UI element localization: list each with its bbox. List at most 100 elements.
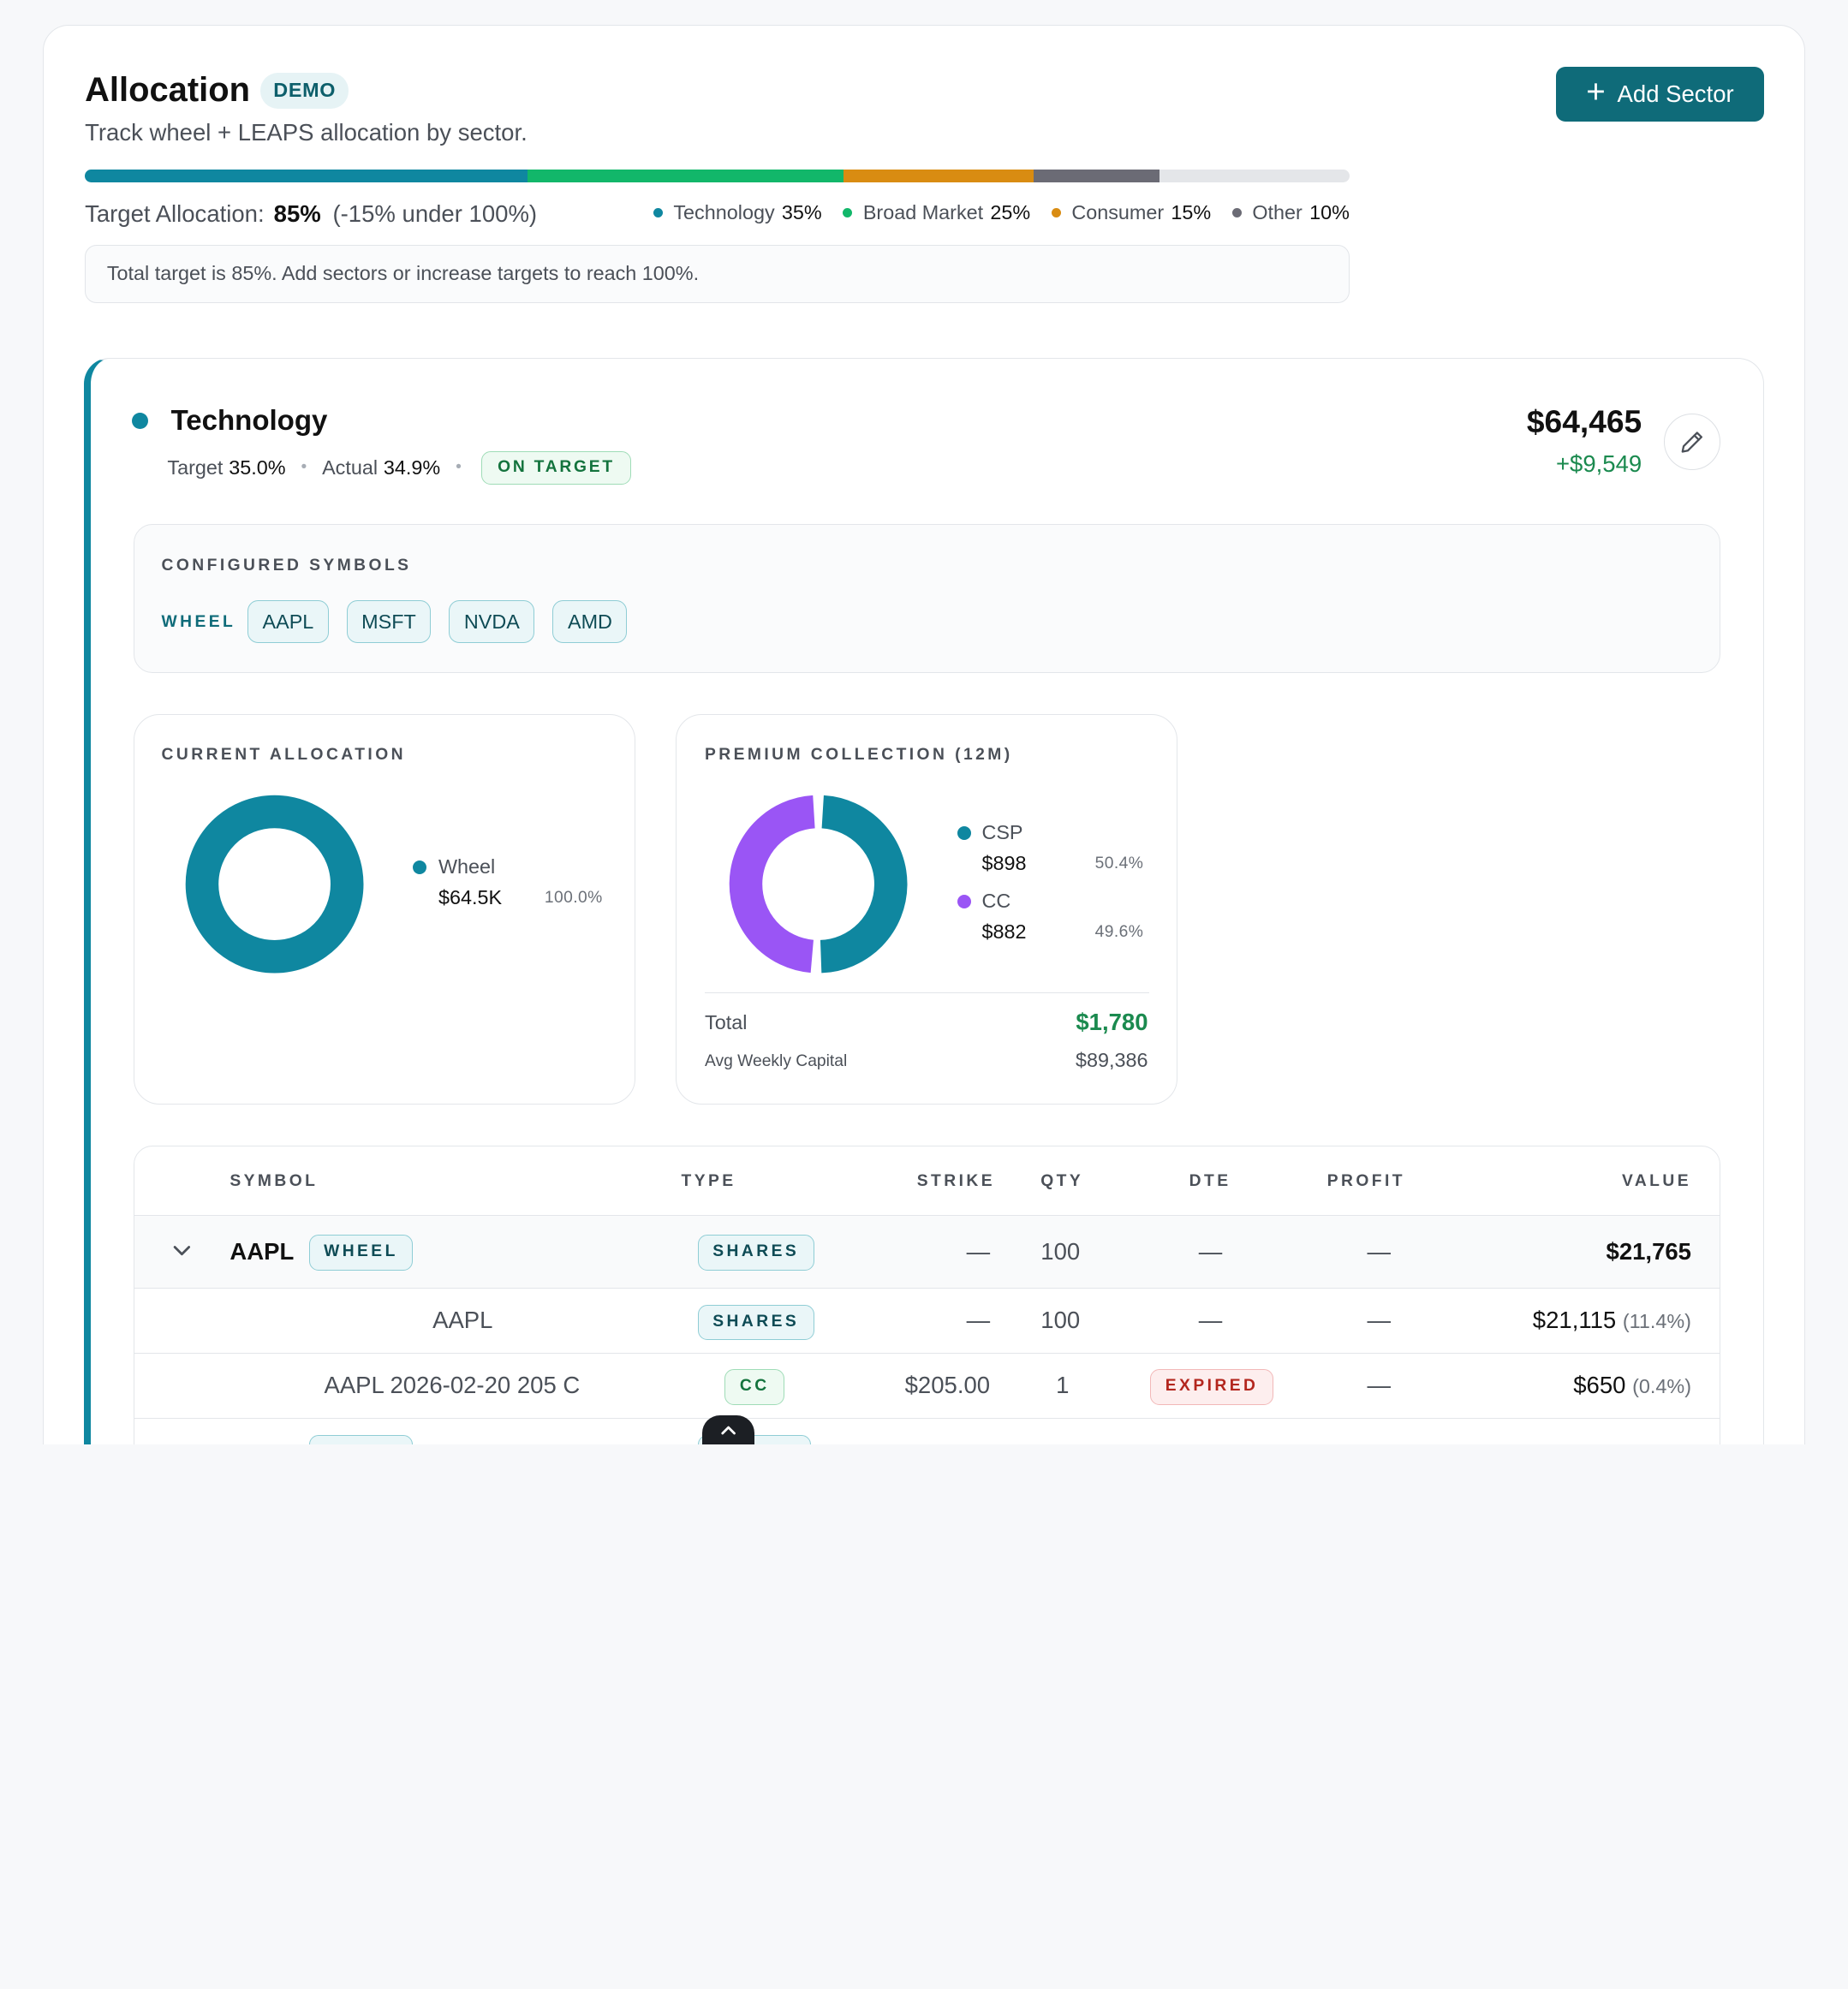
row-profit: — (1367, 1372, 1392, 1398)
sector-actual: 34.9% (383, 456, 441, 479)
group-symbol: AAPL (230, 1238, 295, 1265)
table-row[interactable] (134, 1352, 1720, 1418)
target-value: 85% (273, 199, 321, 227)
type-badge: SHARES (697, 1235, 814, 1271)
group-value: $21,765 (1606, 1238, 1691, 1265)
bar-segment-other (1033, 170, 1160, 183)
scroll-top-button[interactable] (702, 1414, 754, 1445)
add-sector-label: Add Sector (1617, 80, 1734, 108)
sector-total: $64,465 (1526, 402, 1642, 439)
legend-item-consumer: Consumer 15% (1051, 201, 1212, 224)
group-dte: — (1198, 1238, 1223, 1265)
premium-legend-value: $882 (981, 920, 1027, 943)
add-sector-button[interactable]: + Add Sector (1555, 67, 1765, 122)
legend-dot-cc (957, 894, 972, 909)
strategy-label: WHEEL (161, 612, 236, 631)
separator: • (456, 458, 462, 477)
target-legend: Technology 35% Broad Market 25% Consumer 15… (653, 201, 1350, 224)
chevron-up-icon (721, 1426, 736, 1434)
col-header-qty[interactable]: QTY (1040, 1172, 1084, 1191)
type-badge: SHARES (697, 1304, 814, 1340)
col-header-type[interactable]: TYPE (681, 1172, 736, 1191)
symbol-chip[interactable]: AAPL (247, 599, 329, 644)
premium-legend-label: CC (981, 890, 1011, 913)
premium-donut (729, 795, 908, 974)
legend-dot (653, 208, 663, 218)
edit-sector-button[interactable] (1664, 414, 1721, 471)
legend-label: Other (1252, 201, 1303, 224)
premium-legend-value: $898 (981, 852, 1027, 875)
premium-legend-pct: 49.6% (1094, 922, 1144, 941)
premium-total: $1,780 (1076, 1009, 1148, 1036)
row-value-amount: $650 (1573, 1372, 1626, 1398)
row-value: $650 (0.4%) (1573, 1372, 1691, 1399)
current-legend-label: Wheel (438, 855, 496, 878)
current-allocation-title: CURRENT ALLOCATION (161, 746, 406, 765)
avg-weekly-capital-label: Avg Weekly Capital (705, 1052, 848, 1071)
symbol-chip[interactable]: NVDA (449, 599, 535, 644)
table-row[interactable] (134, 1417, 1720, 1445)
legend-item-other: Other 10% (1231, 201, 1350, 224)
legend-pct: 15% (1171, 201, 1212, 224)
row-qty: 100 (1040, 1307, 1081, 1334)
legend-label: Broad Market (862, 201, 984, 224)
symbol-chip[interactable]: AMD (552, 599, 628, 644)
col-header-value[interactable]: VALUE (1621, 1172, 1691, 1191)
legend-dot-wheel (412, 860, 427, 875)
bar-segment-broad-market (527, 170, 844, 183)
dte-badge: EXPIRED (1150, 1369, 1273, 1405)
target-summary: Target Allocation: 85% (-15% under 100%) (85, 200, 537, 228)
col-header-symbol[interactable]: SYMBOL (230, 1172, 319, 1191)
table-row[interactable] (134, 1288, 1720, 1353)
premium-legend-pct: 50.4% (1094, 854, 1144, 872)
sector-target: 35.0% (229, 456, 286, 479)
legend-item-broad-market: Broad Market 25% (843, 201, 1030, 224)
row-strike: $205.00 (904, 1372, 991, 1398)
bar-segment-technology (85, 170, 528, 183)
pencil-icon (1681, 432, 1703, 453)
chevron-down-icon[interactable] (171, 1242, 193, 1259)
legend-pct: 25% (990, 201, 1031, 224)
premium-collection-title: PREMIUM COLLECTION (12M) (705, 746, 1013, 765)
page-title: Allocation (85, 70, 250, 109)
legend-dot-csp (957, 825, 972, 841)
col-header-strike[interactable]: STRIKE (916, 1172, 995, 1191)
page-subtitle: Track wheel + LEAPS allocation by sector… (85, 119, 528, 146)
row-value-pct: (0.4%) (1632, 1375, 1691, 1397)
legend-dot (1051, 208, 1061, 218)
group-profit: — (1367, 1238, 1392, 1265)
row-value: $21,115 (11.4%) (1533, 1307, 1691, 1334)
target-delta: (-15% under 100%) (332, 199, 538, 227)
legend-dot (843, 208, 853, 218)
legend-label: Consumer (1071, 201, 1165, 224)
target-note: Total target is 85%. Add sectors or incr… (85, 245, 1350, 303)
bar-segment-consumer (844, 170, 1034, 183)
separator: • (301, 458, 307, 477)
group-strike: — (966, 1238, 991, 1265)
current-legend-value: $64.5K (438, 885, 503, 908)
sector-color-dot (132, 412, 149, 429)
legend-dot (1231, 208, 1242, 218)
premium-legend-label: CSP (981, 821, 1023, 844)
current-legend-pct: 100.0% (544, 888, 603, 907)
status-badge: ON TARGET (481, 451, 631, 485)
plus-icon: + (1586, 73, 1606, 110)
target-allocation-bar (85, 170, 1350, 183)
donut-slice-csp (819, 795, 908, 974)
sector-name: Technology (170, 404, 328, 437)
legend-pct: 35% (781, 201, 822, 224)
row-profit: — (1367, 1307, 1392, 1334)
sector-meta: Target 35.0% • Actual 34.9% • ON TARGET (167, 451, 631, 485)
type-badge: CC (724, 1369, 785, 1405)
row-symbol: AAPL 2026-02-20 205 C (324, 1372, 581, 1398)
symbol-chip[interactable]: MSFT (346, 599, 432, 644)
row-qty: 1 (1056, 1372, 1070, 1398)
strategy-badge (308, 1435, 413, 1445)
donut-slice-wheel (185, 795, 364, 974)
sector-gain: +$9,549 (1555, 450, 1642, 477)
configured-symbols-title: CONFIGURED SYMBOLS (161, 556, 412, 575)
row-strike: — (966, 1307, 991, 1334)
col-header-profit[interactable]: PROFIT (1326, 1172, 1405, 1191)
col-header-dte[interactable]: DTE (1189, 1172, 1231, 1191)
demo-badge: DEMO (260, 73, 349, 109)
